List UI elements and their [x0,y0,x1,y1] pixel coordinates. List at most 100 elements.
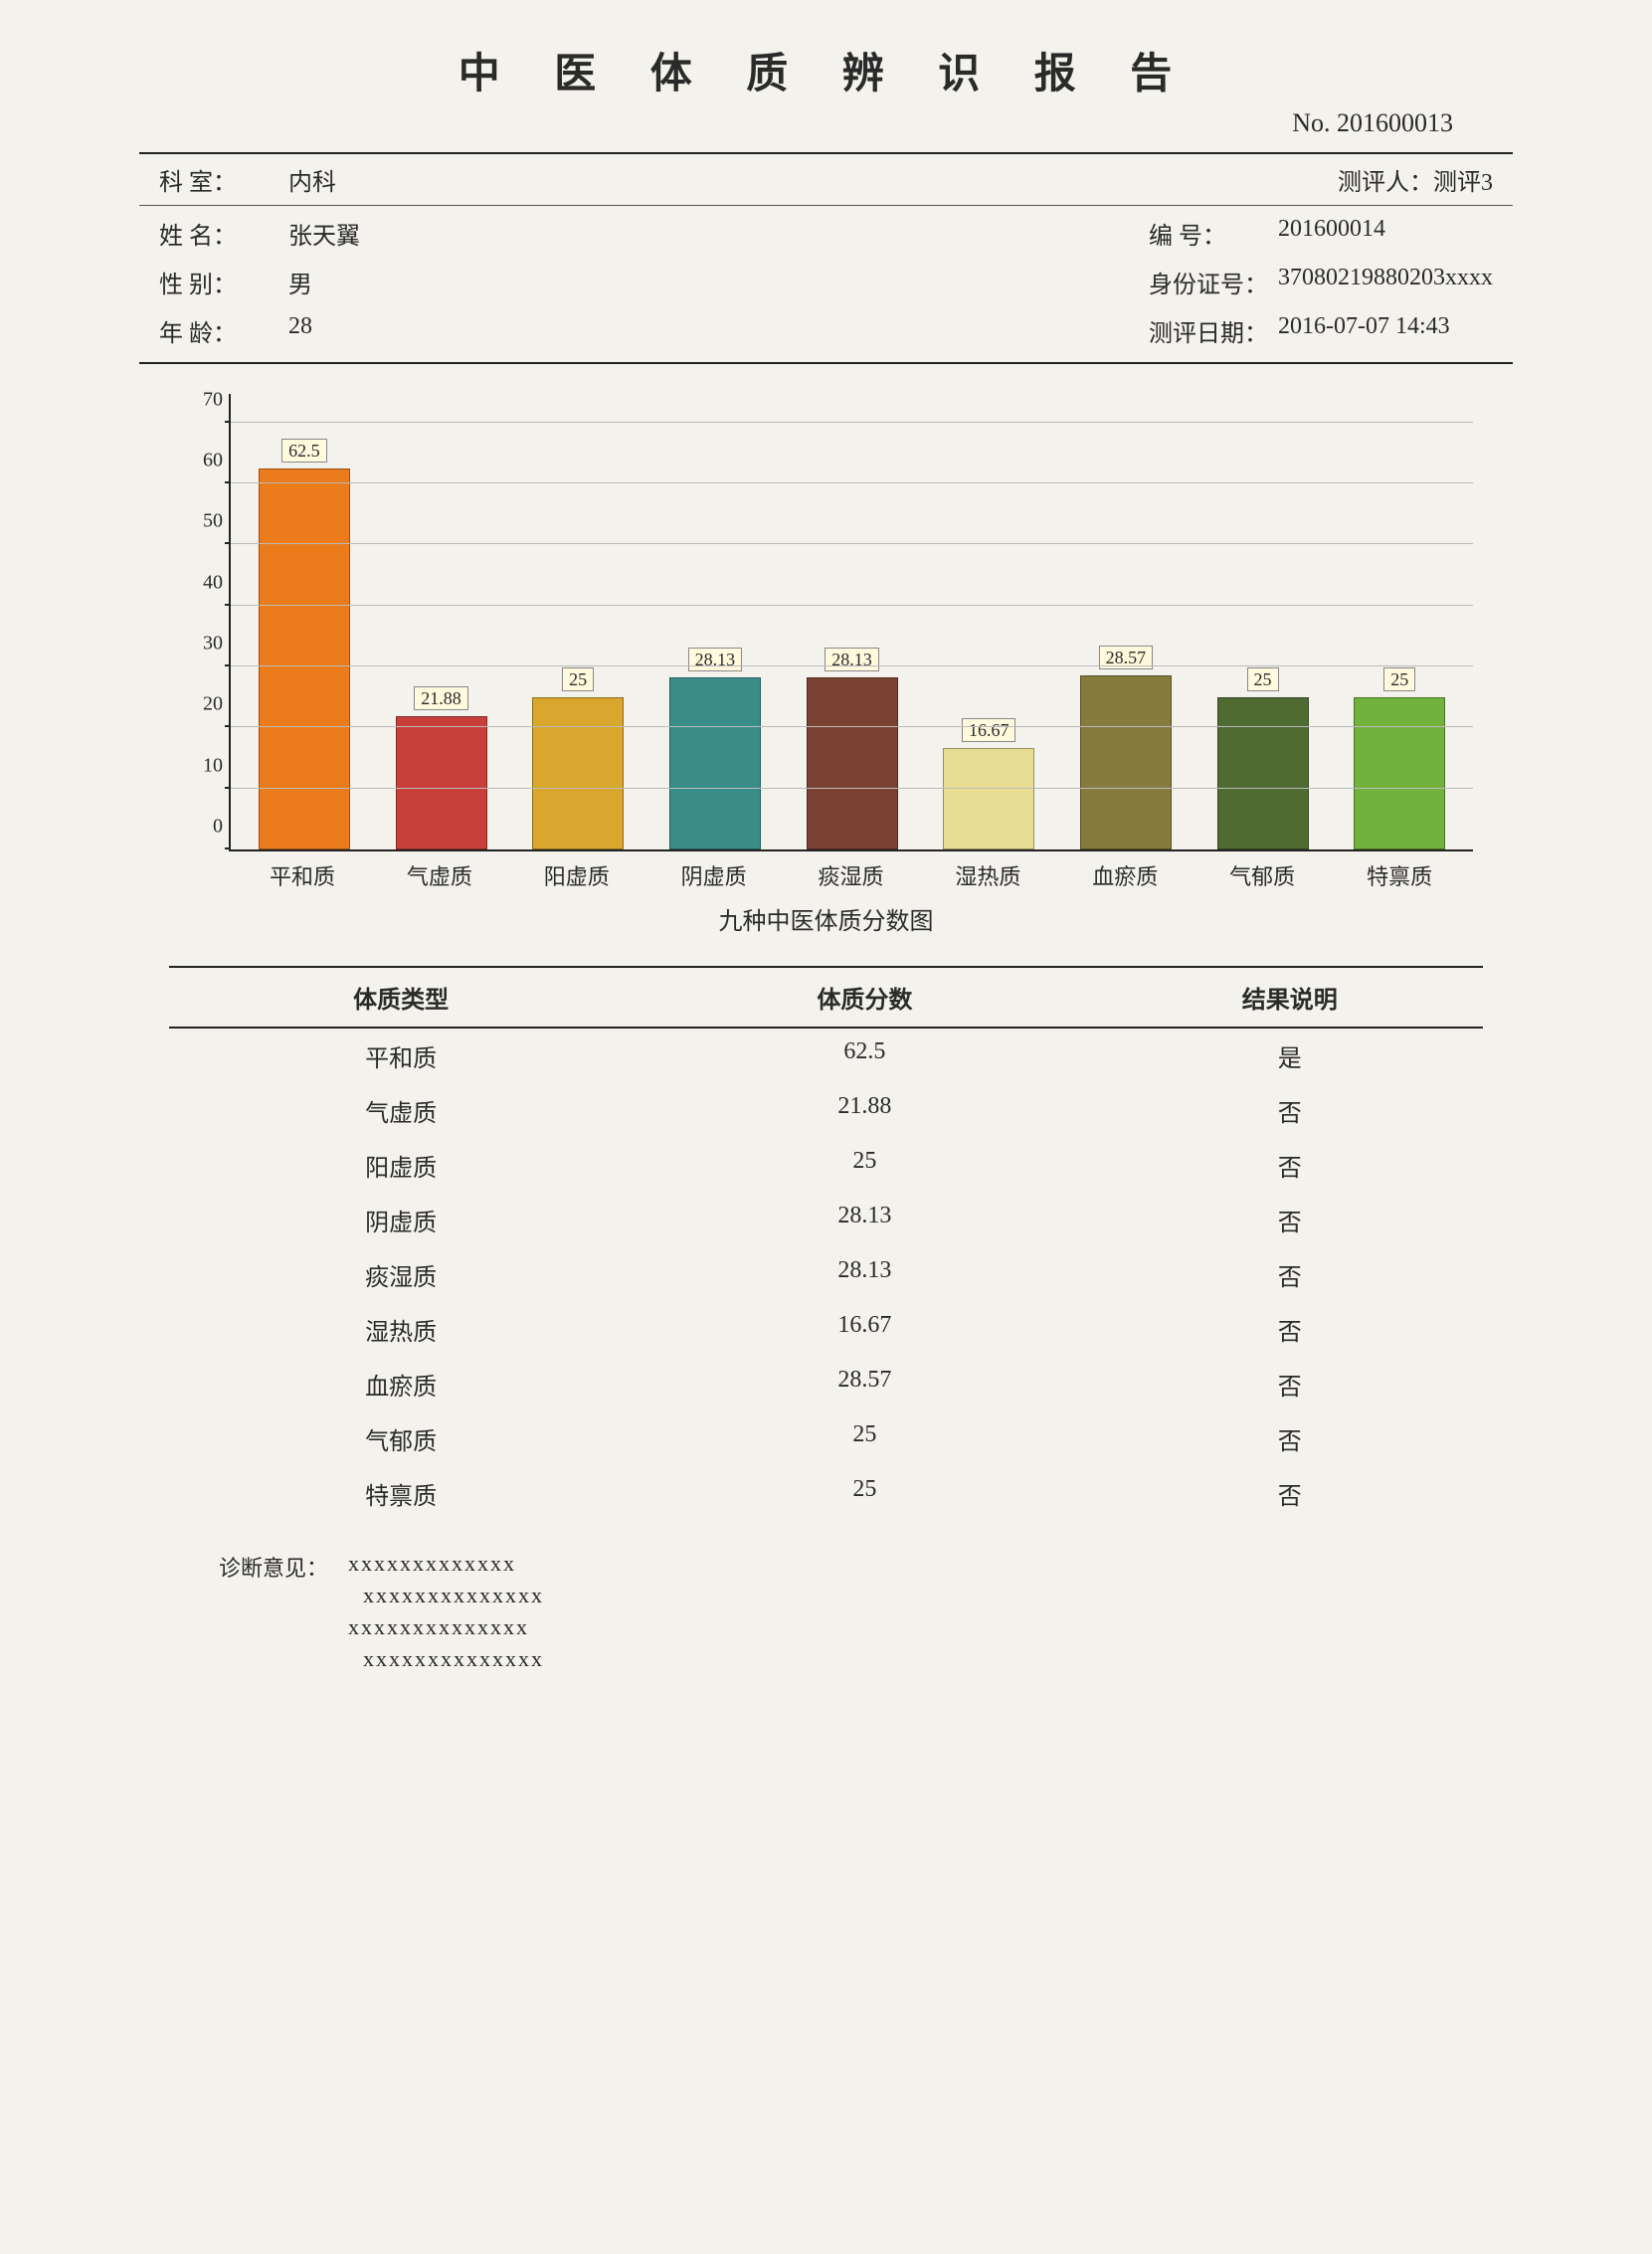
bar [943,748,1034,849]
x-axis-labels: 平和质气虚质阳虚质阴虚质痰湿质湿热质血瘀质气郁质特禀质 [229,851,1473,891]
table-cell: 平和质 [169,1038,633,1073]
y-tick-mark [225,421,231,423]
table-row: 阳虚质25否 [169,1138,1483,1193]
x-axis-label: 平和质 [249,859,356,891]
bar [396,716,487,849]
table-header: 体质类型 体质分数 结果说明 [169,966,1483,1029]
info-top-row: 科 室：内科 测评人：测评3 [139,154,1513,206]
assessor-label: 测评人： [1338,170,1433,196]
th-score: 体质分数 [633,980,1096,1015]
y-tick-label: 50 [179,510,223,533]
table-cell: 62.5 [633,1038,1096,1073]
table-cell: 否 [1096,1367,1483,1402]
diagnosis-line: xxxxxxxxxxxxxx [348,1646,544,1672]
y-tick-label: 30 [179,633,223,656]
table-row: 气郁质25否 [169,1411,1483,1466]
y-tick-mark [225,481,231,483]
table-cell: 湿热质 [169,1312,633,1347]
bar-value-label: 25 [562,667,594,691]
bar-value-label: 16.67 [962,718,1016,742]
bar-value-label: 28.13 [688,648,743,671]
bar-column: 16.67 [935,748,1042,849]
bar [807,677,898,849]
table-cell: 否 [1096,1203,1483,1237]
gridline [231,788,1473,789]
chart-title: 九种中医体质分数图 [179,901,1473,936]
y-tick-label: 70 [179,388,223,411]
table-cell: 否 [1096,1093,1483,1128]
gridline [231,726,1473,727]
table-cell: 特禀质 [169,1476,633,1511]
idcard-label: 身份证号： [1149,265,1278,299]
date-value: 2016-07-07 14:43 [1278,313,1450,348]
table-cell: 否 [1096,1257,1483,1292]
bar-value-label: 28.13 [825,648,879,671]
bar-column: 25 [524,697,632,849]
name-value: 张天翼 [288,216,360,251]
bar-column: 25 [1209,697,1317,849]
table-row: 痰湿质28.13否 [169,1247,1483,1302]
bar [1217,697,1309,849]
table-cell: 气虚质 [169,1093,633,1128]
table-cell: 阳虚质 [169,1148,633,1183]
table-cell: 痰湿质 [169,1257,633,1292]
table-cell: 否 [1096,1148,1483,1183]
age-value: 28 [288,313,312,348]
bar [532,697,624,849]
y-tick-mark [225,787,231,789]
bar-chart-wrap: 62.521.882528.1328.1316.6728.572525 0102… [179,394,1473,936]
bar [1080,675,1172,849]
table-cell: 血瘀质 [169,1367,633,1402]
table-cell: 25 [633,1421,1096,1456]
gridline [231,665,1473,666]
name-label: 姓 名： [159,216,288,251]
x-axis-label: 气郁质 [1208,859,1316,891]
x-axis-label: 痰湿质 [798,859,905,891]
gender-label: 性 别： [159,265,288,299]
table-cell: 是 [1096,1038,1483,1073]
report-no-value: 201600013 [1337,108,1453,137]
th-result: 结果说明 [1096,980,1483,1015]
table-cell: 25 [633,1148,1096,1183]
bar-column: 28.13 [799,677,906,849]
y-tick-mark [225,664,231,666]
table-body: 平和质62.5是气虚质21.88否阳虚质25否阴虚质28.13否痰湿质28.13… [169,1029,1483,1521]
table-cell: 21.88 [633,1093,1096,1128]
diagnosis-block: 诊断意见： xxxxxxxxxxxxx xxxxxxxxxxxxxxxxxxxx… [219,1551,1433,1672]
table-row: 气虚质21.88否 [169,1083,1483,1138]
table-cell: 气郁质 [169,1421,633,1456]
y-tick-mark [225,542,231,544]
x-axis-label: 湿热质 [934,859,1041,891]
diagnosis-line: xxxxxxxxxxxxx [348,1551,544,1577]
idcard-value: 37080219880203xxxx [1278,265,1493,299]
bar-value-label: 21.88 [414,686,468,710]
y-tick-label: 10 [179,754,223,777]
id-value: 201600014 [1278,216,1385,251]
report-title: 中 医 体 质 辨 识 报 告 [139,40,1513,100]
age-label: 年 龄： [159,313,288,348]
table-row: 特禀质25否 [169,1466,1483,1521]
id-label: 编 号： [1149,216,1278,251]
y-tick-label: 40 [179,571,223,594]
bar-column: 28.13 [661,677,769,849]
assessor-value: 测评3 [1433,170,1493,196]
table-cell: 否 [1096,1476,1483,1511]
table-row: 阴虚质28.13否 [169,1193,1483,1247]
y-tick-label: 20 [179,693,223,716]
table-row: 血瘀质28.57否 [169,1357,1483,1411]
x-axis-label: 气虚质 [386,859,493,891]
bar-value-label: 62.5 [281,439,327,463]
gender-value: 男 [288,265,312,299]
table-cell: 16.67 [633,1312,1096,1347]
date-label: 测评日期： [1149,313,1278,348]
x-axis-label: 血瘀质 [1071,859,1179,891]
x-axis-label: 特禀质 [1346,859,1453,891]
bar [1354,697,1445,849]
bar-chart: 62.521.882528.1328.1316.6728.572525 0102… [229,394,1473,851]
x-axis-label: 阴虚质 [660,859,768,891]
results-table: 体质类型 体质分数 结果说明 平和质62.5是气虚质21.88否阳虚质25否阴虚… [169,966,1483,1521]
table-cell: 阴虚质 [169,1203,633,1237]
bar-column: 21.88 [388,716,495,849]
dept-label: 科 室： [159,162,288,197]
bar [259,469,350,849]
